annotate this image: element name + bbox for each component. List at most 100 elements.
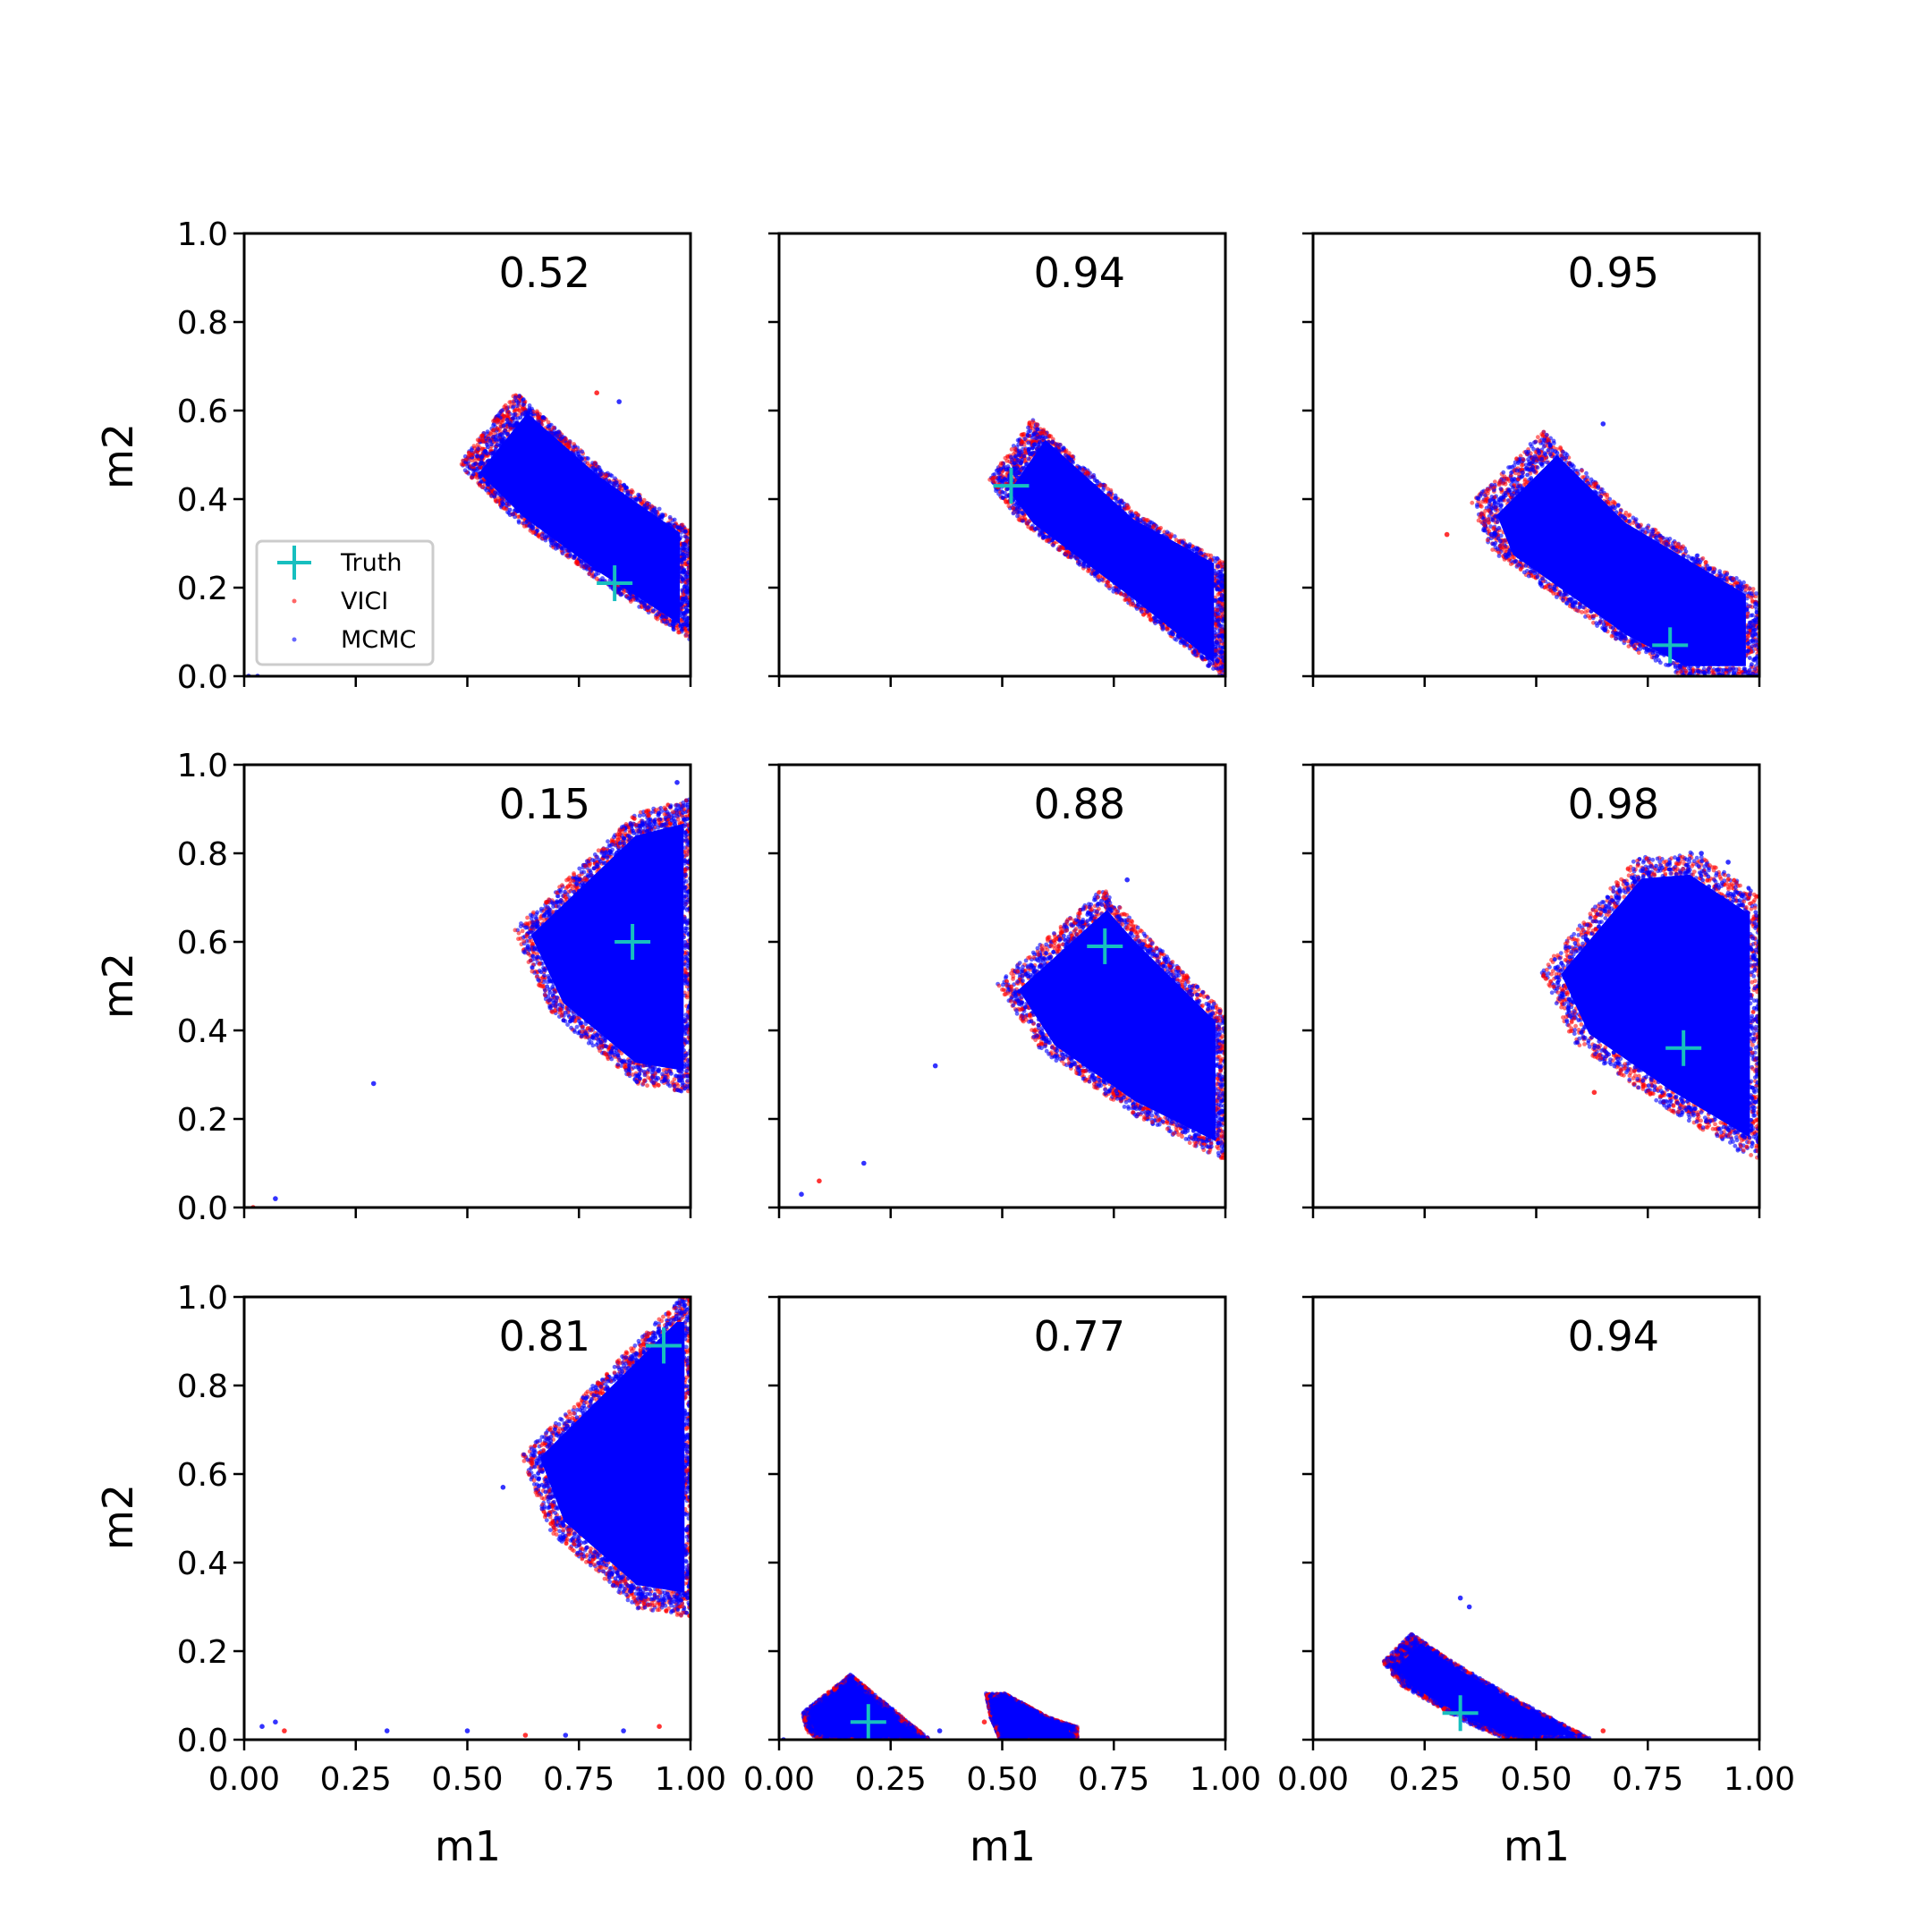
mcmc-sample-point [1134, 539, 1139, 544]
mcmc-sample-point [1177, 626, 1182, 631]
mcmc-sample-point [1026, 441, 1030, 445]
vici-sample-point [1637, 650, 1641, 655]
mcmc-sample-point [540, 521, 545, 525]
mcmc-sample-point [554, 542, 558, 547]
mcmc-sample-point [535, 513, 539, 518]
mcmc-sample-point [663, 579, 667, 583]
vici-sample-point [1751, 587, 1756, 591]
mcmc-sample-point [1211, 666, 1216, 671]
mcmc-sample-point [486, 470, 490, 475]
mcmc-sample-point [1124, 587, 1129, 591]
mcmc-sample-point [1003, 477, 1007, 481]
mcmc-sample-point [1105, 513, 1109, 517]
mcmc-sample-point [670, 525, 674, 530]
mcmc-sample-point [1189, 594, 1193, 598]
mcmc-sample-point [506, 468, 511, 472]
mcmc-sample-point [1142, 590, 1147, 595]
vici-sample-point [481, 439, 486, 444]
mcmc-sample-point [636, 536, 640, 540]
mcmc-sample-point [471, 472, 476, 477]
mcmc-sample-point [589, 505, 593, 510]
mcmc-sample-point [530, 438, 535, 443]
mcmc-sample-point [606, 529, 610, 533]
mcmc-sample-point [1027, 457, 1031, 462]
mcmc-sample-point [485, 443, 489, 447]
mcmc-sample-point [1182, 640, 1187, 644]
mcmc-sample-point [546, 460, 550, 464]
mcmc-sample-point [1169, 589, 1174, 593]
mcmc-sample-point [630, 572, 634, 577]
y-tick-label: 0.4 [177, 482, 228, 519]
mcmc-sample-point [505, 474, 510, 479]
mcmc-sample-point [665, 575, 669, 580]
mcmc-sample-point [529, 479, 533, 483]
mcmc-sample-point [1192, 649, 1197, 654]
mcmc-sample-point [505, 418, 510, 422]
mcmc-sample-point [494, 470, 498, 475]
mcmc-sample-point [615, 483, 620, 487]
mcmc-sample-point [1034, 465, 1038, 470]
mcmc-sample-point [590, 473, 595, 478]
mcmc-sample-point [527, 511, 531, 515]
mcmc-sample-point [1097, 511, 1101, 515]
mcmc-sample-point [1065, 485, 1070, 489]
mcmc-sample-point [1190, 608, 1194, 613]
mcmc-sample-point [540, 496, 545, 501]
mcmc-sample-point [1015, 458, 1020, 462]
vici-sample-point [1103, 484, 1107, 488]
mcmc-sample-point [499, 486, 504, 490]
mcmc-sample-point [1068, 510, 1072, 514]
mcmc-sample-point [623, 528, 628, 532]
mcmc-sample-point [1157, 607, 1162, 612]
mcmc-sample-point [1149, 529, 1154, 533]
mcmc-sample-point [1166, 623, 1171, 627]
mcmc-sample-point [588, 519, 592, 523]
mcmc-sample-point [634, 497, 639, 502]
mcmc-sample-point [498, 433, 503, 437]
mcmc-sample-point [683, 534, 688, 538]
mcmc-sample-point [1207, 612, 1211, 616]
mcmc-sample-point [619, 499, 623, 504]
mcmc-sample-point [601, 524, 606, 529]
mcmc-sample-point [549, 483, 554, 487]
mcmc-sample-point [1106, 553, 1111, 557]
mcmc-sample-point [632, 505, 637, 510]
mcmc-sample-point [1057, 449, 1062, 453]
mcmc-sample-point [567, 544, 572, 548]
mcmc-sample-point [1060, 494, 1064, 498]
mcmc-sample-point [1187, 544, 1191, 548]
mcmc-sample-point [665, 615, 669, 620]
mcmc-sample-point [1018, 503, 1022, 507]
mcmc-sample-point [1141, 560, 1146, 564]
mcmc-sample-point [1219, 649, 1224, 654]
vici-sample-point [1041, 428, 1046, 433]
vici-sample-point [470, 453, 474, 457]
mcmc-sample-point [1215, 640, 1219, 644]
mcmc-sample-point [1143, 549, 1148, 554]
mcmc-sample-point [638, 573, 642, 578]
mcmc-sample-point [1206, 651, 1210, 656]
mcmc-sample-point [1065, 478, 1070, 482]
mcmc-sample-point [1114, 574, 1119, 579]
mcmc-sample-point [489, 494, 494, 498]
mcmc-sample-point [1181, 551, 1185, 555]
mcmc-sample-point [520, 514, 524, 519]
mcmc-sample-point [1046, 478, 1050, 482]
mcmc-sample-point [685, 586, 690, 590]
mcmc-sample-point [680, 628, 684, 632]
mcmc-sample-point [1094, 545, 1098, 549]
mcmc-sample-point [1132, 572, 1137, 576]
mcmc-sample-point [1161, 560, 1165, 564]
mcmc-sample-point [617, 590, 622, 595]
vici-sample-point [504, 507, 509, 512]
mcmc-sample-point [564, 459, 568, 463]
mcmc-sample-point [597, 542, 601, 547]
mcmc-sample-point [1026, 429, 1030, 434]
mcmc-sample-point [1100, 499, 1105, 504]
mcmc-sample-point [1051, 520, 1055, 524]
vici-sample-point [1105, 580, 1109, 585]
mcmc-sample-point [539, 504, 544, 509]
mcmc-sample-point [1113, 550, 1117, 555]
vici-sample-point [1216, 608, 1220, 613]
mcmc-sample-point [573, 530, 578, 534]
